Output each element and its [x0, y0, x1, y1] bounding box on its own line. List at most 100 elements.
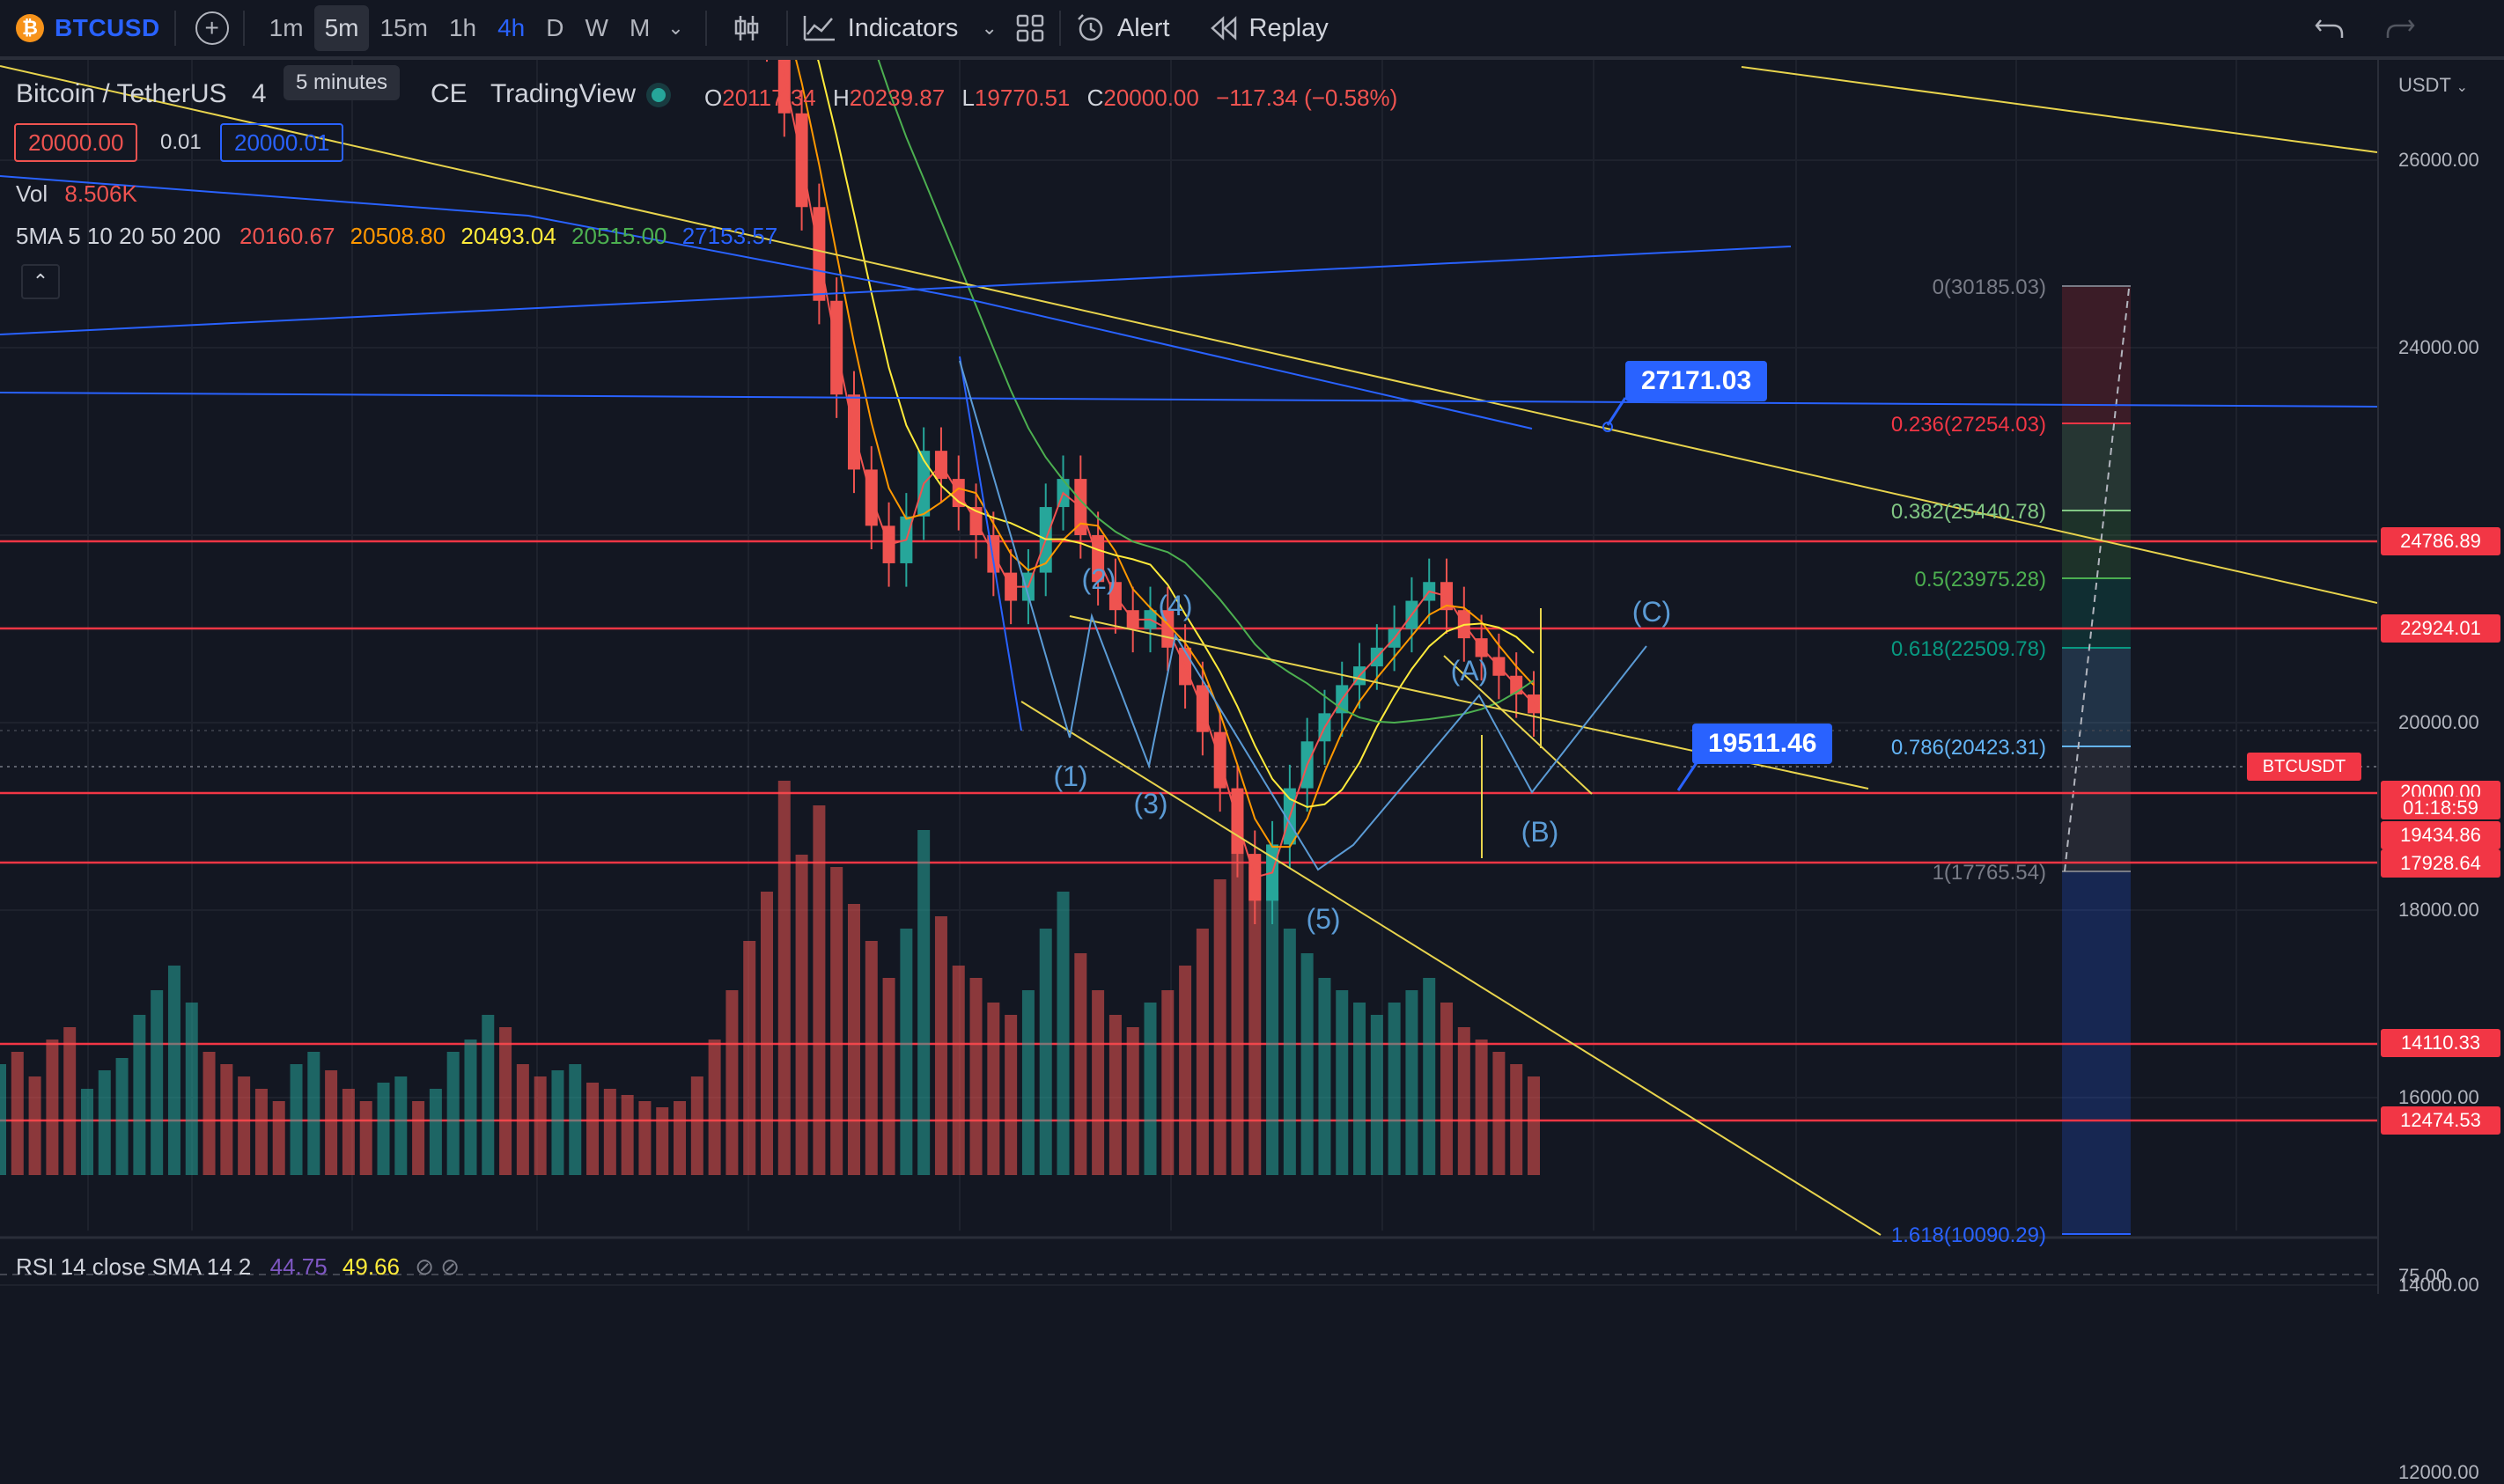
volume-bar	[813, 805, 826, 1175]
volume-bar	[342, 1089, 355, 1175]
fib-level-label: 0.618(22509.78)	[1891, 637, 2046, 661]
indicators-dropdown[interactable]: ⌄	[974, 0, 1004, 56]
symbol-label: BTCUSD	[55, 14, 160, 41]
ma5-line	[779, 60, 1535, 878]
timeframe-w[interactable]: W	[585, 14, 608, 41]
volume-bar	[307, 1052, 320, 1175]
wave-label[interactable]: (B)	[1521, 816, 1559, 848]
trend-line[interactable]	[1443, 655, 1593, 795]
timeframe-m[interactable]: M	[629, 14, 651, 41]
price-axis[interactable]: USDT ⌄ 32000.0030000.0028000.0026000.002…	[2247, 60, 2504, 1483]
wave-label[interactable]: (5)	[1306, 903, 1340, 935]
volume-bar	[534, 1076, 547, 1175]
redo-button[interactable]	[2384, 0, 2416, 56]
replay-button[interactable]: Replay	[1209, 0, 1329, 56]
volume-bar	[987, 1003, 1000, 1175]
toolbar-divider	[785, 11, 788, 46]
volume-bar	[185, 1003, 198, 1175]
rsi-axis-label: 75.00	[2398, 1265, 2448, 1287]
wave-label[interactable]: (1)	[1053, 760, 1087, 792]
volume-bar	[708, 1040, 721, 1175]
volume-bar	[1126, 1027, 1139, 1175]
volume-bar	[882, 978, 895, 1175]
volume-bar	[1005, 1015, 1018, 1175]
volume-bar	[777, 781, 791, 1175]
volume-bar	[1300, 953, 1314, 1175]
fib-extension-tool[interactable]	[2062, 285, 2131, 1235]
volume-bar	[900, 929, 913, 1175]
currency-selector[interactable]: USDT ⌄	[2398, 74, 2469, 96]
fib-zone	[2062, 648, 2131, 746]
volume-bar	[499, 1027, 512, 1175]
elliott-wave-path[interactable]	[959, 360, 1647, 871]
wave-label[interactable]: (2)	[1081, 563, 1116, 595]
volume-bar	[551, 1070, 564, 1175]
price-axis-tag: 17928.64	[2381, 849, 2500, 878]
volume-legend[interactable]: Vol 8.506K	[16, 180, 137, 208]
trend-line[interactable]	[0, 392, 2377, 408]
timeframe-d[interactable]: D	[546, 14, 564, 41]
wave-label[interactable]: (3)	[1133, 788, 1167, 819]
fib-level-label: 0(30185.03)	[1933, 275, 2046, 299]
collapse-legend-button[interactable]: ⌃	[21, 264, 60, 299]
high-value: 20239.87	[849, 84, 946, 111]
trend-line[interactable]	[1741, 66, 2377, 153]
ma10-line	[795, 60, 1535, 849]
fib-zone	[2062, 871, 2131, 1234]
ma20-line	[817, 60, 1535, 808]
timeframe-1m[interactable]: 1m	[269, 14, 304, 41]
trend-line[interactable]	[1020, 701, 1882, 1236]
elliott-wave-labels[interactable]: (1) (2) (3) (4) (5) (A) (B) (C)	[1053, 563, 1671, 935]
plus-circle-icon: +	[195, 11, 229, 45]
price-chart[interactable]: (1) (2) (3) (4) (5) (A) (B) (C) 0(30185.03) 0.23…	[0, 60, 2377, 1294]
timeframe-4h[interactable]: 4h	[497, 14, 526, 41]
fib-level-labels: 0(30185.03) 0.236(27254.03) 0.382(25440.78…	[1891, 275, 2046, 1247]
price-callout-lower[interactable]: 19511.46	[1692, 724, 1833, 764]
ma200-value: 27153.57	[681, 223, 778, 249]
volume-bar	[203, 1052, 216, 1175]
layouts-button[interactable]	[1015, 0, 1045, 56]
volume-bar	[80, 1089, 93, 1175]
ohlc-values: O20117.34 H20239.87 L19770.51 C20000.00 …	[704, 84, 1398, 111]
alert-button[interactable]: Alert	[1075, 0, 1170, 56]
wave-label[interactable]: (C)	[1632, 596, 1671, 628]
wave-label[interactable]: (A)	[1451, 655, 1489, 687]
trend-line[interactable]	[959, 356, 1022, 731]
volume-bar	[569, 1064, 582, 1175]
timeframe-more-button[interactable]: ⌄	[660, 0, 690, 56]
ma50-value: 20515.00	[571, 223, 667, 249]
buy-price-button[interactable]: 20000.01	[220, 123, 344, 162]
volume-bar	[46, 1040, 59, 1175]
volume-bar	[1440, 1003, 1454, 1175]
trend-line[interactable]	[0, 246, 1792, 335]
symbol-legend[interactable]: Bitcoin / TetherUS 4 CE TradingView	[16, 79, 636, 109]
bitcoin-logo-icon: ₿	[16, 14, 44, 42]
toolbar-divider	[704, 11, 707, 46]
rsi-sma-value: 49.66	[342, 1253, 400, 1280]
undo-button[interactable]	[2314, 0, 2346, 56]
timeframe-5m[interactable]: 5m	[313, 5, 370, 51]
chart-type-button[interactable]	[721, 0, 772, 56]
trend-line-drawings[interactable]	[0, 65, 2377, 1236]
volume-bar	[238, 1076, 251, 1175]
wave-label[interactable]: (4)	[1158, 590, 1192, 621]
rsi-legend[interactable]: RSI 14 close SMA 14 2 44.75 49.66 ⊘ ⊘	[16, 1253, 460, 1281]
compare-symbol-button[interactable]: +	[190, 0, 229, 56]
volume-bar	[0, 1064, 6, 1175]
spread-value: 0.01	[160, 130, 202, 154]
trend-line[interactable]	[1610, 429, 2377, 604]
volume-bar	[1336, 990, 1349, 1175]
sell-price-button[interactable]: 20000.00	[14, 123, 138, 162]
hidden-icon[interactable]: ⊘ ⊘	[415, 1253, 460, 1280]
timeframe-15m[interactable]: 15m	[379, 14, 428, 41]
trend-line[interactable]	[0, 65, 1612, 430]
timeframe-1h[interactable]: 1h	[448, 14, 477, 41]
ma50-line	[877, 60, 1535, 724]
indicators-button[interactable]: Indicators	[802, 0, 958, 56]
symbol-selector[interactable]: ₿ BTCUSD	[0, 0, 160, 56]
price-axis-tag: 19434.86	[2381, 821, 2500, 849]
price-callout-upper[interactable]: 27171.03	[1625, 361, 1768, 401]
ma-legend[interactable]: 5MA 5 10 20 50 200 20160.67 20508.80 204…	[16, 223, 777, 250]
volume-label: Vol	[16, 180, 48, 207]
volume-bar	[290, 1064, 303, 1175]
